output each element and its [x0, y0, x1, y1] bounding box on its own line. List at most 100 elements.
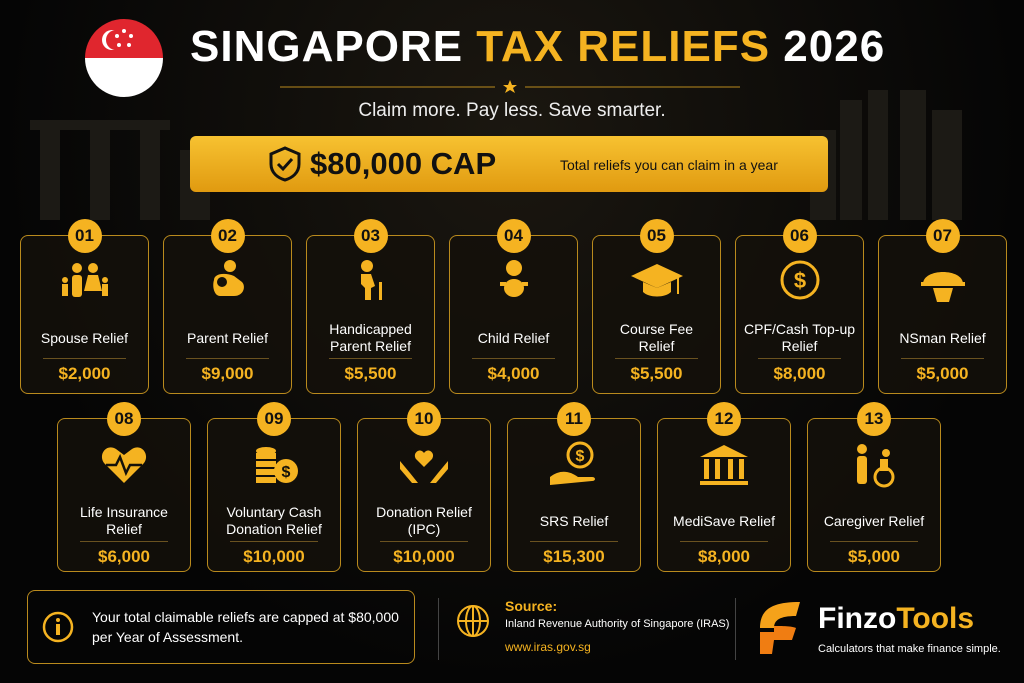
- relief-number: 03: [353, 219, 388, 253]
- separator: [438, 598, 439, 660]
- relief-number: 11: [557, 402, 591, 436]
- relief-icon: [700, 445, 748, 485]
- relief-card: 12 MediSave Relief $8,000: [657, 402, 791, 572]
- rule: [615, 358, 698, 359]
- cap-text: Total reliefs you can claim in a year: [560, 157, 778, 173]
- relief-amount: $9,000: [201, 364, 254, 383]
- info-icon: [42, 611, 74, 643]
- relief-name: Spouse Relief: [40, 329, 129, 346]
- cap-amount: $80,000 CAP: [310, 146, 497, 181]
- relief-name: SRS Relief: [539, 512, 609, 529]
- note-text: Your total claimable reliefs are capped …: [92, 609, 399, 645]
- relief-number: 10: [407, 402, 441, 436]
- brand-start: Finzo: [818, 602, 897, 635]
- rule: [758, 358, 841, 359]
- rule: [230, 541, 318, 542]
- relief-amount: $5,500: [630, 364, 683, 383]
- relief-name: MediSave Relief: [673, 512, 775, 529]
- relief-number: 12: [707, 402, 741, 436]
- relief-card: 11 $ SRS Relief $15,300: [507, 402, 641, 572]
- relief-name: Caregiver Relief: [823, 512, 925, 529]
- relief-icon: [920, 272, 965, 302]
- relief-icon: [212, 260, 244, 296]
- rule: [186, 358, 269, 359]
- relief-card: 06 $ CPF/Cash Top-up Relief $8,000: [735, 219, 864, 394]
- relief-card: 13 Caregiver Relief $5,000: [807, 402, 941, 572]
- relief-card: 01 Spouse Relief $2,000: [20, 219, 149, 394]
- brand-end: Tools: [896, 602, 975, 635]
- rule: [472, 358, 555, 359]
- tagline: Calculators that make finance simple.: [818, 643, 1001, 655]
- rule: [680, 541, 768, 542]
- relief-icon: [630, 264, 683, 297]
- relief-amount: $10,000: [393, 547, 455, 566]
- relief-number: 05: [639, 219, 674, 253]
- relief-amount: $8,000: [773, 364, 826, 383]
- relief-number: 02: [210, 219, 245, 253]
- relief-icon: [857, 444, 895, 488]
- relief-icon: [499, 260, 528, 297]
- source: Inland Revenue Authority of Singapore (I…: [505, 618, 730, 630]
- flag: [85, 19, 163, 97]
- rule: [329, 358, 412, 359]
- separator: [735, 598, 736, 660]
- relief-amount: $6,000: [98, 547, 150, 566]
- rule: [380, 541, 468, 542]
- rule: [830, 541, 918, 542]
- relief-number: 01: [67, 219, 102, 253]
- divider: [280, 80, 740, 93]
- relief-amount: $5,000: [916, 364, 969, 383]
- relief-number: 13: [857, 402, 891, 436]
- relief-name: Handicapped Parent Relief: [329, 321, 412, 354]
- svg-text:$: $: [282, 464, 291, 481]
- source-url: www.iras.gov.sg: [505, 640, 591, 654]
- relief-number: 09: [257, 402, 291, 436]
- relief-card: 02 Parent Relief $9,000: [163, 219, 292, 394]
- relief-icon: [360, 260, 382, 300]
- relief-card: 05 Course Fee Relief $5,500: [592, 219, 721, 394]
- relief-card: 08 Life Insurance Relief $6,000: [57, 402, 191, 572]
- relief-number: 04: [496, 219, 531, 253]
- source-label: Source:: [505, 598, 558, 614]
- relief-name: Parent Relief: [187, 329, 268, 346]
- globe-icon: [457, 605, 489, 637]
- relief-amount: $5,000: [848, 547, 900, 566]
- relief-name: Life Insurance Relief: [80, 504, 168, 537]
- relief-amount: $10,000: [243, 547, 305, 566]
- cap-banner: $80,000 CAP Total reliefs you can claim …: [190, 136, 828, 192]
- relief-number: 08: [107, 402, 141, 436]
- brand-logo: [760, 602, 800, 654]
- shield-icon: [269, 146, 301, 182]
- relief-amount: $2,000: [58, 364, 111, 383]
- relief-amount: $15,300: [543, 547, 605, 566]
- relief-amount: $4,000: [487, 364, 540, 383]
- brand: FinzoTools: [818, 602, 974, 636]
- relief-name: CPF/Cash Top-up Relief: [744, 321, 856, 354]
- skyline: [30, 90, 962, 220]
- title-highlight: TAX RELIEFS: [476, 22, 771, 71]
- title-year: 2026: [783, 22, 886, 71]
- rule: [80, 541, 168, 542]
- title-start: SINGAPORE: [190, 22, 464, 71]
- relief-card: 09 $ Voluntary Cash Donation Relief $10,000: [207, 402, 341, 572]
- relief-icon: [101, 447, 147, 483]
- relief-icon: [400, 450, 448, 483]
- relief-number: 07: [925, 219, 960, 253]
- relief-name: Donation Relief (IPC): [376, 504, 472, 537]
- rule: [901, 358, 984, 359]
- relief-card: 07 NSman Relief $5,000: [878, 219, 1007, 394]
- relief-card: 10 Donation Relief (IPC) $10,000: [357, 402, 491, 572]
- relief-name: Course Fee Relief: [619, 321, 694, 354]
- note-box: Your total claimable reliefs are capped …: [27, 590, 415, 664]
- relief-name: Voluntary Cash Donation Relief: [226, 504, 322, 537]
- relief-icon: $: [550, 441, 595, 485]
- relief-icon: [61, 263, 108, 297]
- subtitle: Claim more. Pay less. Save smarter.: [358, 100, 666, 121]
- relief-number: 06: [782, 219, 817, 253]
- relief-amount: $8,000: [698, 547, 750, 566]
- rule: [43, 358, 126, 359]
- rule: [530, 541, 618, 542]
- relief-name: Child Relief: [477, 329, 550, 346]
- relief-icon: $: [780, 260, 819, 300]
